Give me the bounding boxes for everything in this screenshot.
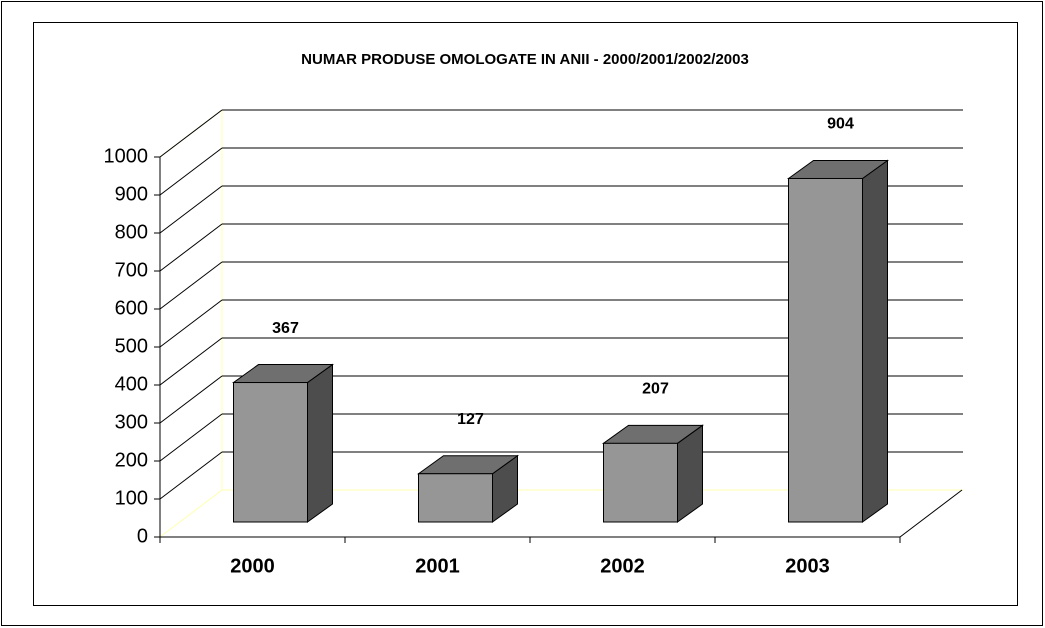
bar-side — [862, 159, 888, 523]
grid-line — [159, 375, 223, 424]
bar — [418, 473, 493, 523]
grid-line — [159, 185, 223, 234]
y-tick-label: 700 — [115, 259, 148, 281]
x-tick-label: 2003 — [785, 555, 830, 577]
grid-line — [159, 109, 223, 158]
grid-line — [159, 337, 223, 386]
y-tick-label: 400 — [115, 373, 148, 395]
y-tick-label: 500 — [115, 335, 148, 357]
y-tick-label: 200 — [115, 449, 148, 471]
floor-outline — [159, 489, 963, 538]
grid-line — [159, 451, 223, 500]
data-label: 127 — [457, 411, 484, 428]
x-tick-label: 2002 — [600, 555, 645, 577]
y-tick-label: 300 — [115, 411, 148, 433]
floor-edge — [899, 489, 963, 538]
data-label: 904 — [827, 116, 854, 133]
grid-line — [159, 413, 223, 462]
x-tick-label: 2000 — [230, 555, 275, 577]
y-tick-label: 1000 — [104, 145, 149, 167]
y-tick-label: 800 — [115, 221, 148, 243]
bar — [788, 177, 863, 523]
x-tick-label: 2001 — [415, 555, 460, 577]
bar — [603, 442, 678, 523]
grid-line — [159, 223, 223, 272]
grid-line — [159, 261, 223, 310]
y-tick-label: 900 — [115, 183, 148, 205]
chart-title: NUMAR PRODUSE OMOLOGATE IN ANII - 2000/2… — [301, 51, 749, 68]
y-tick-label: 600 — [115, 297, 148, 319]
grid-line — [159, 147, 223, 196]
y-tick-label: 0 — [137, 525, 148, 547]
bar — [233, 382, 308, 523]
y-tick-label: 100 — [115, 487, 148, 509]
data-label: 367 — [272, 320, 299, 337]
data-label: 207 — [642, 381, 669, 398]
bar-side — [307, 363, 333, 523]
grid-line — [159, 299, 223, 348]
